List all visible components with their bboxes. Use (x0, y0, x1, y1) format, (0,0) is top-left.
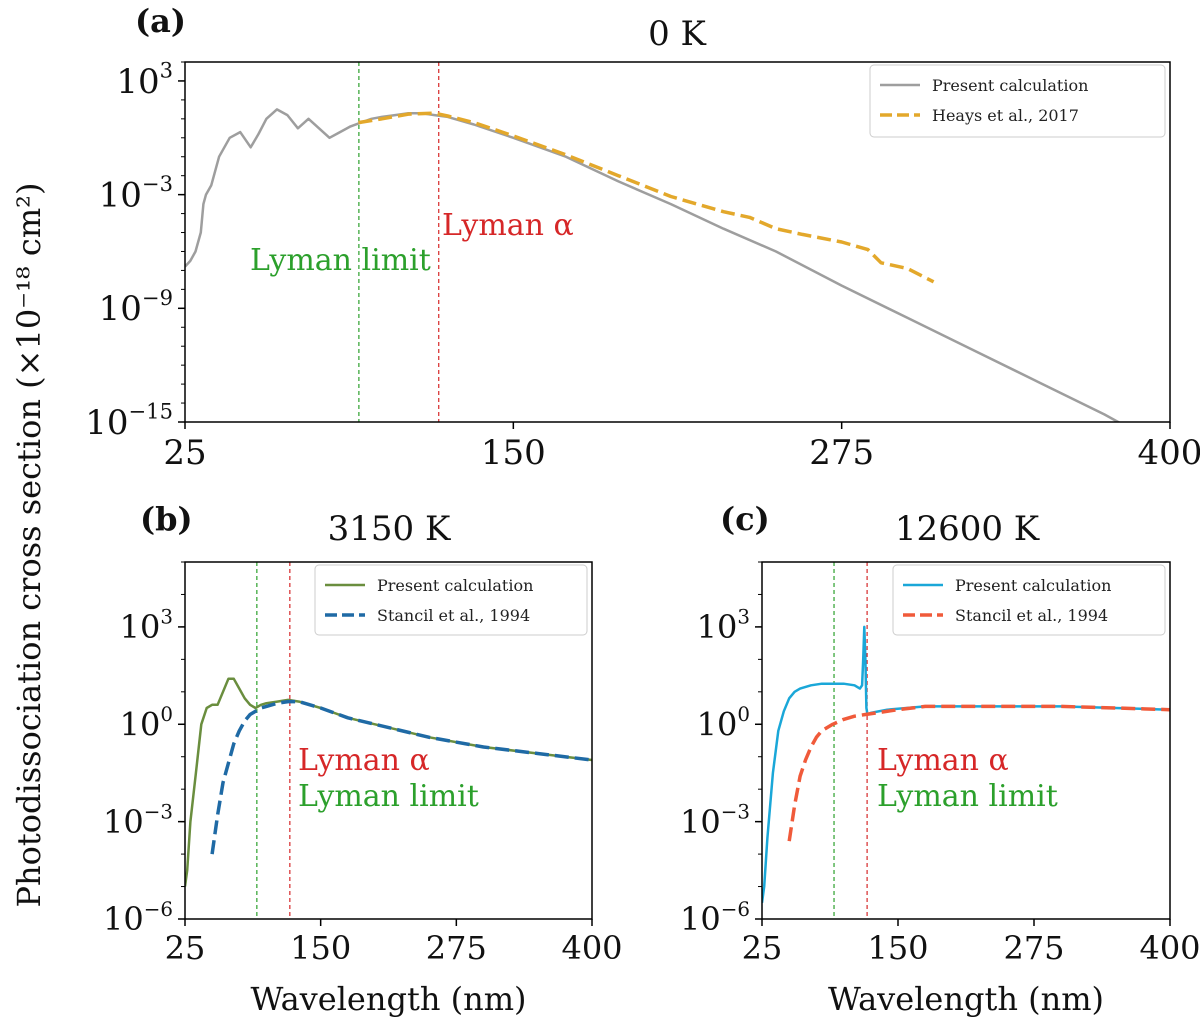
annotation-label: Lyman limit (250, 243, 431, 278)
axes-frame (184, 561, 593, 920)
plot-area (185, 62, 1121, 422)
chart-title: 0 K (648, 14, 706, 54)
y-tick-label: 10−3 (103, 800, 173, 840)
x-tick-label: 150 (867, 929, 928, 967)
annotation-label: Lyman α (877, 743, 1009, 778)
legend-label: Present calculation (932, 76, 1088, 95)
axes-frame (761, 561, 1171, 920)
chart-panel: 25 150 275 400 103 100 10−3 10−6 3150 K (b) Wavele… (103, 500, 622, 1018)
y-tick-label: 103 (120, 606, 173, 646)
x-tick-label: 275 (1003, 929, 1064, 967)
panel-letter: (c) (720, 500, 770, 538)
panel-letter: (a) (135, 2, 186, 40)
chart-title: 12600 K (895, 509, 1040, 549)
x-tick-label: 150 (481, 433, 546, 473)
x-axis-label: Wavelength (nm) (250, 980, 526, 1018)
chart-panel: 25 150 275 400 103 100 10−3 10−6 12600 K (c) Wavel… (680, 500, 1200, 1018)
legend-label: Stancil et al., 1994 (955, 606, 1108, 625)
legend-label: Stancil et al., 1994 (377, 606, 530, 625)
legend-box (869, 64, 1166, 138)
legend-label: Heays et al., 2017 (932, 106, 1079, 125)
y-tick-label: 10−3 (99, 171, 173, 215)
plot-area (185, 562, 592, 919)
annotation-label: Lyman limit (877, 779, 1058, 814)
legend-label: Present calculation (955, 576, 1111, 595)
y-tick-label: 10−6 (680, 898, 750, 938)
y-tick-label: 103 (116, 58, 173, 102)
y-tick-label: 10−15 (85, 399, 173, 443)
plot-area (762, 562, 1170, 919)
y-tick-label: 10−3 (680, 800, 750, 840)
series-line (185, 108, 1121, 422)
x-axis-label: Wavelength (nm) (828, 980, 1104, 1018)
y-tick-label: 103 (697, 606, 750, 646)
y-tick-label: 10−9 (99, 285, 173, 329)
x-tick-label: 400 (561, 929, 622, 967)
series-line (210, 699, 592, 855)
annotation-label: Lyman limit (298, 779, 479, 814)
x-tick-label: 400 (1138, 433, 1200, 473)
y-axis-label: Photodissociation cross section (×10⁻¹⁸ … (10, 183, 48, 908)
x-tick-label: 25 (165, 929, 206, 967)
series-line (787, 704, 1170, 842)
panel-letter: (b) (140, 500, 193, 538)
chart-panel: 25 150 275 400 103 10−3 10−9 10−15 0 K (a) Present… (85, 2, 1200, 473)
y-tick-label: 100 (120, 703, 173, 743)
y-tick-label: 100 (697, 703, 750, 743)
x-tick-label: 150 (290, 929, 351, 967)
y-tick-label: 10−6 (103, 898, 173, 938)
legend-box (892, 564, 1166, 636)
x-tick-label: 275 (809, 433, 874, 473)
chart-title: 3150 K (328, 509, 451, 549)
x-tick-label: 400 (1139, 929, 1200, 967)
legend-label: Present calculation (377, 576, 533, 595)
series-line (358, 111, 935, 284)
x-tick-label: 25 (163, 433, 206, 473)
annotation-label: Lyman α (298, 743, 430, 778)
x-tick-label: 25 (742, 929, 783, 967)
legend-box (314, 564, 588, 636)
x-tick-label: 275 (426, 929, 487, 967)
annotation-label: Lyman α (442, 208, 574, 243)
axes-frame (184, 61, 1171, 423)
